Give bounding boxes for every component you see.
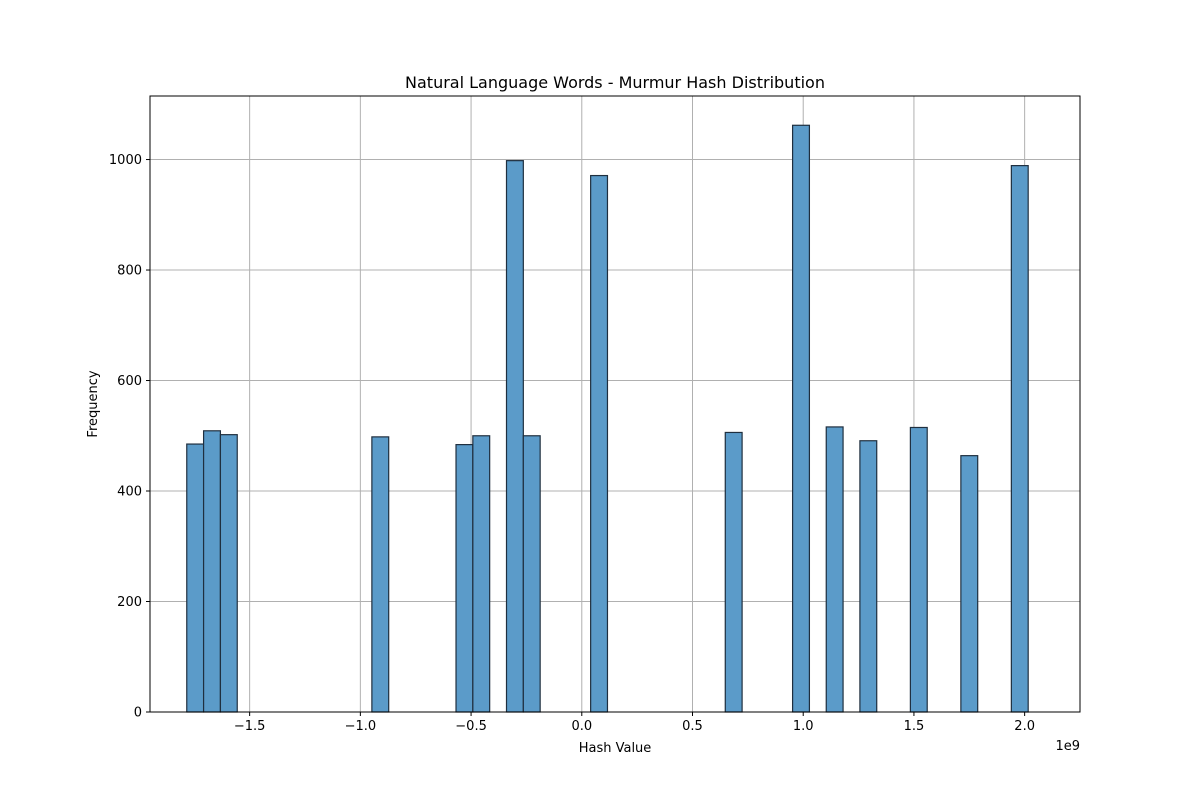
x-tick-label: 1.5 bbox=[904, 719, 925, 734]
histogram-bar bbox=[859, 440, 878, 713]
y-axis-ticks: 0 200 400 600 800 1000 bbox=[109, 153, 150, 721]
x-tick-label: 0.0 bbox=[571, 719, 592, 734]
y-tick-label: 1000 bbox=[109, 153, 142, 168]
histogram-bar bbox=[960, 455, 979, 713]
histogram-bar bbox=[219, 434, 238, 713]
x-tick-label: 0.5 bbox=[682, 719, 703, 734]
x-axis-ticks: −1.5 −1.0 −0.5 0.0 0.5 1.0 1.5 2.0 bbox=[234, 712, 1035, 734]
x-axis-offset-label: 1e9 bbox=[1055, 739, 1080, 754]
histogram-bar bbox=[455, 444, 474, 713]
histogram-bar bbox=[724, 431, 743, 713]
histogram-bar bbox=[909, 426, 928, 713]
y-tick-label: 0 bbox=[134, 706, 142, 721]
y-tick-label: 600 bbox=[117, 374, 142, 389]
histogram-bar bbox=[472, 435, 491, 713]
x-tick-label: −1.0 bbox=[345, 719, 377, 734]
histogram-bar bbox=[202, 430, 222, 713]
histogram-bar bbox=[1010, 165, 1029, 713]
y-tick-label: 800 bbox=[117, 264, 142, 279]
histogram-bar bbox=[505, 160, 524, 713]
x-tick-label: 1.0 bbox=[793, 719, 814, 734]
y-tick-label: 200 bbox=[117, 595, 142, 610]
y-axis-label: Frequency bbox=[86, 370, 101, 437]
histogram-bar bbox=[522, 435, 541, 713]
x-tick-label: −1.5 bbox=[234, 719, 266, 734]
plot-area-frame bbox=[149, 95, 1081, 713]
histogram-bar bbox=[590, 174, 609, 713]
chart-title: Natural Language Words - Murmur Hash Dis… bbox=[405, 73, 825, 92]
y-tick-label: 400 bbox=[117, 485, 142, 500]
histogram-bar bbox=[825, 426, 844, 713]
histogram-bar bbox=[186, 443, 205, 713]
histogram-bar bbox=[371, 436, 390, 713]
histogram-bar bbox=[791, 124, 811, 713]
x-tick-label: −0.5 bbox=[455, 719, 487, 734]
x-axis-label: Hash Value bbox=[579, 741, 652, 756]
x-tick-label: 2.0 bbox=[1014, 719, 1035, 734]
